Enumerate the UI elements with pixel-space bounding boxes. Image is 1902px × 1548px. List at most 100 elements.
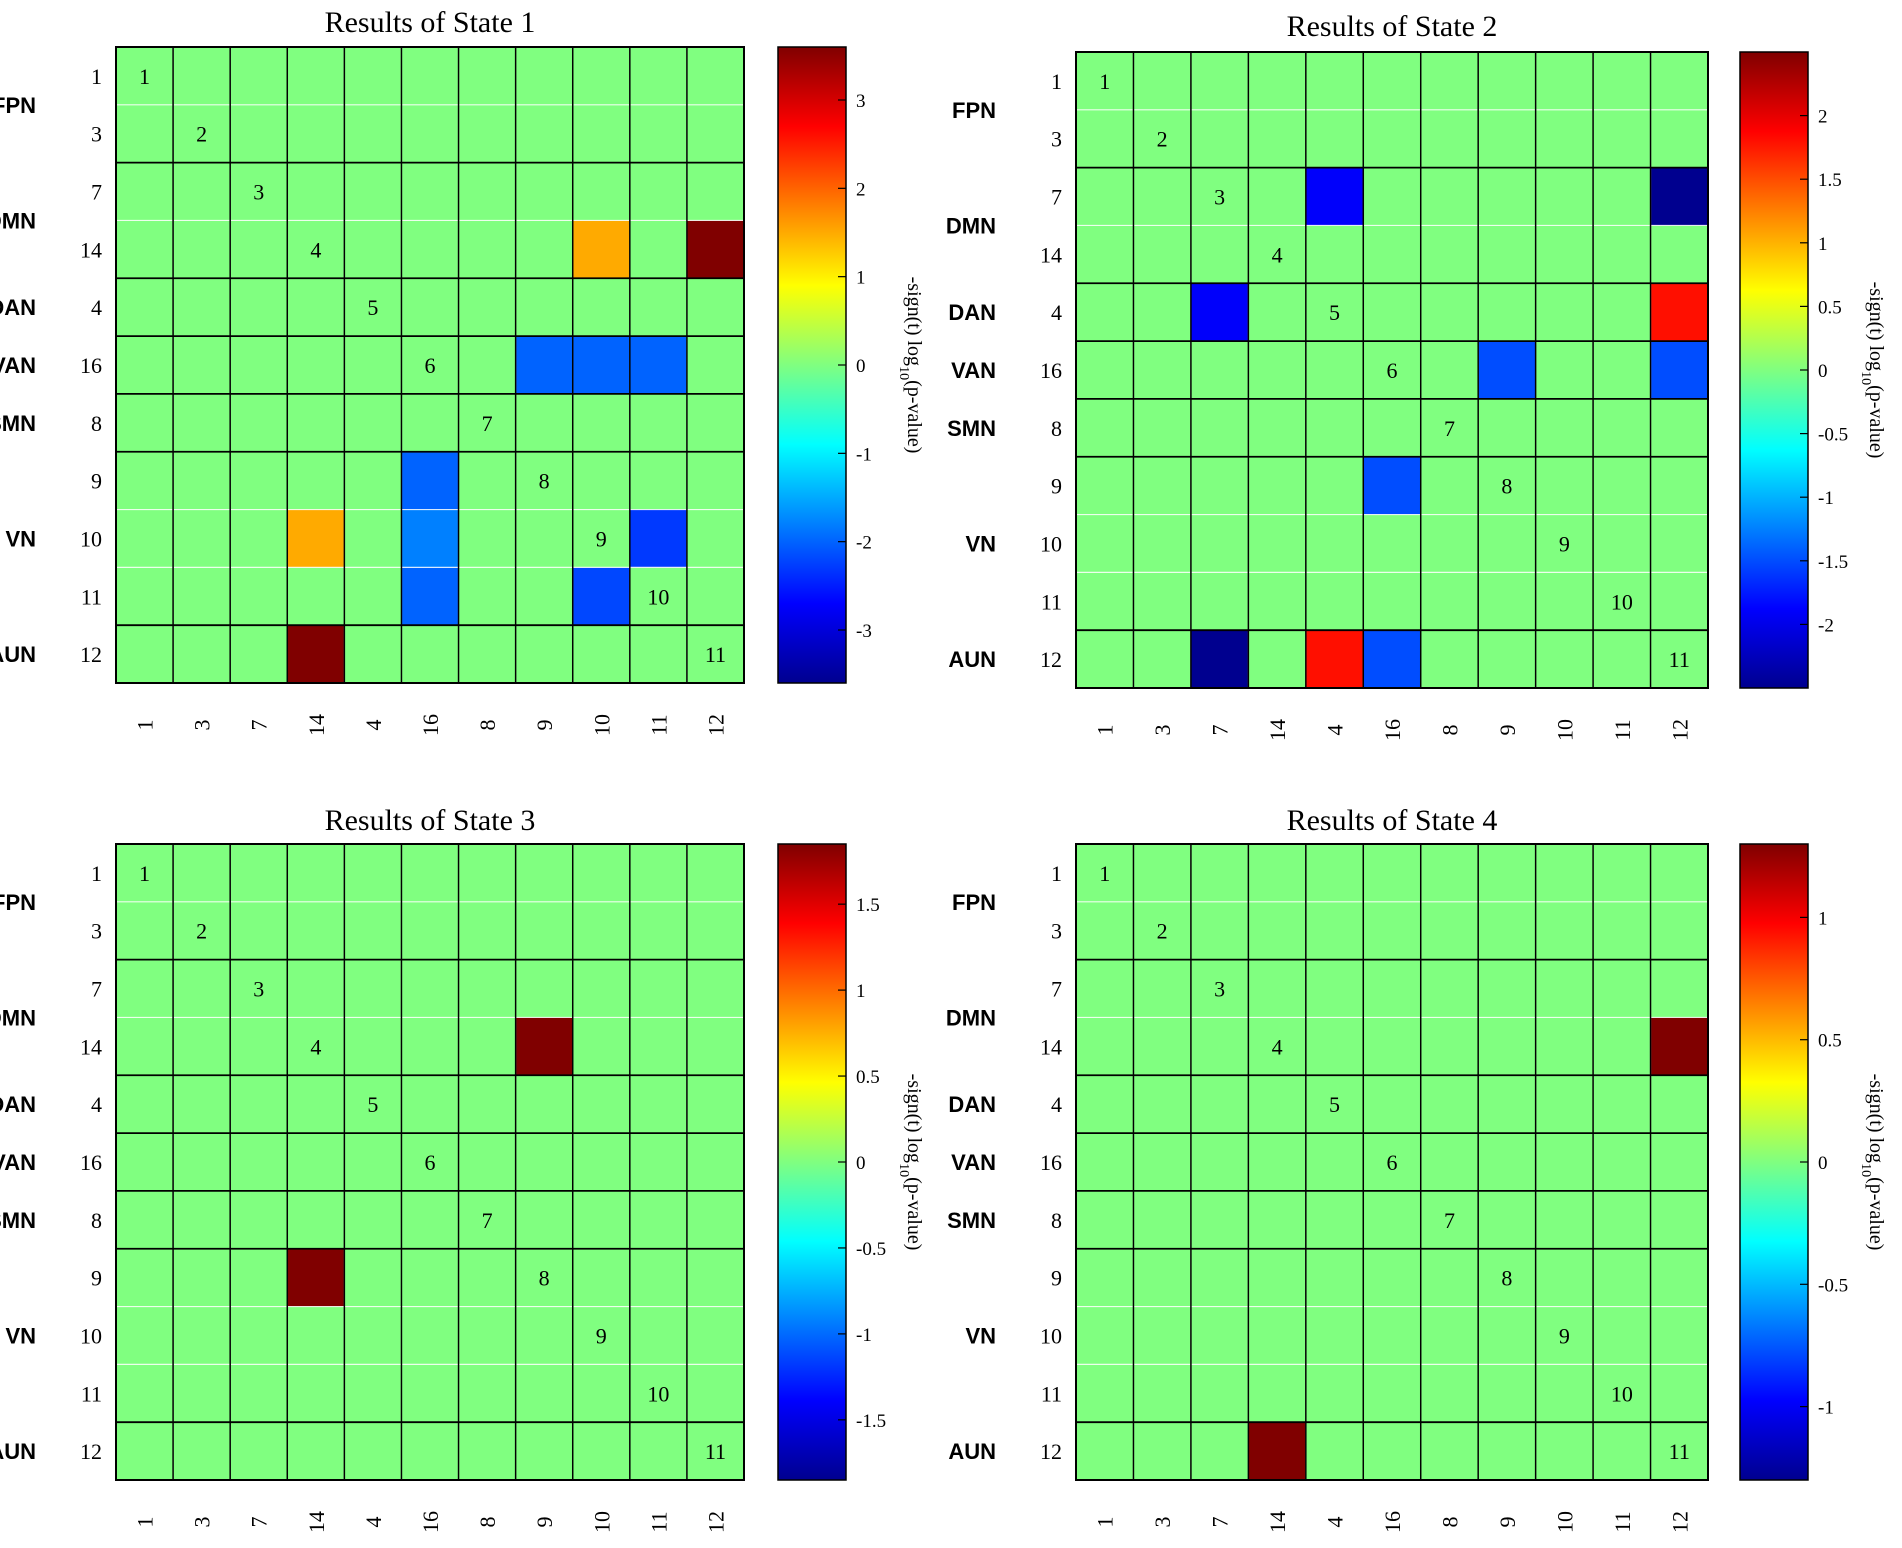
heatmap-cell-r5-c9 — [1593, 341, 1652, 400]
heatmap-cell-r4-c2 — [230, 1075, 288, 1134]
colorbar-tick-label: -0.5 — [1818, 1275, 1848, 1296]
heatmap-cell-r5-c1 — [1133, 1133, 1192, 1192]
heatmap-cell-r10-c2 — [230, 625, 288, 684]
heatmap-cell-r0-c5 — [1363, 844, 1422, 903]
heatmap-cell-r5-c5 — [1363, 341, 1422, 400]
heatmap-cell-r9-c5 — [1363, 572, 1422, 631]
heatmap-cell-r5-c4 — [344, 336, 402, 395]
row-tick-label: 1 — [91, 861, 102, 886]
column-tick-label: 10 — [1552, 719, 1577, 741]
diagonal-label: 8 — [1501, 474, 1512, 499]
heatmap-cell-r1-c6 — [458, 104, 517, 164]
heatmap-cell-r0-c10 — [686, 47, 745, 106]
heatmap-cell-r3-c8 — [572, 220, 631, 279]
heatmap-cell-r4-c6 — [458, 278, 517, 337]
heatmap-cell-r1-c2 — [230, 901, 288, 961]
heatmap-cell-r3-c9 — [1593, 225, 1652, 284]
heatmap-cell-r7-c6 — [1420, 1248, 1479, 1308]
heatmap-cell-r5-c2 — [1190, 1133, 1249, 1192]
heatmap-cell-r6-c10 — [686, 1190, 745, 1250]
column-tick-label: 8 — [1437, 1517, 1462, 1528]
heatmap-cell-r7-c4 — [1305, 456, 1364, 516]
heatmap-cells — [116, 844, 745, 1481]
colorbar-axis-label: -sign(t) log10(p-value) — [1859, 1074, 1888, 1251]
heatmap-cell-r7-c10 — [1650, 1248, 1709, 1308]
heatmap-cell-r9-c4 — [344, 567, 402, 626]
heatmap-cell-r3-c0 — [1076, 1017, 1134, 1076]
heatmap-cell-r5-c4 — [1305, 1133, 1364, 1192]
heatmap-cell-r3-c6 — [458, 220, 517, 279]
column-tick-label: 3 — [1150, 1517, 1175, 1528]
heatmap-cell-r4-c10 — [1650, 283, 1709, 342]
heatmap-cell-r3-c0 — [1076, 225, 1134, 284]
heatmap-cell-r9-c3 — [287, 567, 345, 626]
network-label: DMN — [0, 208, 36, 233]
heatmap-cell-r6-c9 — [629, 1190, 688, 1250]
heatmap-cell-r0-c0 — [116, 47, 174, 106]
heatmap-cell-r7-c8 — [572, 451, 631, 511]
heatmap-cell-r8-c3 — [287, 509, 345, 568]
colorbar-tick-label: -0.5 — [856, 1239, 886, 1260]
diagonal-label: 1 — [1099, 861, 1110, 886]
network-block-lines — [116, 844, 744, 1480]
row-tick-labels: 1 3 7 14 4 16 8 9 10 11 12 — [1040, 861, 1062, 1464]
colorbar-tick-label: 1 — [1818, 234, 1828, 255]
diagonal-labels: 1 2 3 4 5 6 7 8 9 10 11 — [1099, 861, 1690, 1464]
heatmap-cell-r8-c3 — [287, 1306, 345, 1365]
diagonal-label: 11 — [705, 642, 726, 667]
column-tick-label: 16 — [418, 1511, 443, 1533]
heatmap-cell-r10-c9 — [1593, 630, 1652, 689]
heatmap-cell-r0-c1 — [173, 844, 231, 903]
network-label: VAN — [0, 353, 36, 378]
heatmap-cell-r3-c9 — [629, 1017, 688, 1076]
network-label: DAN — [948, 300, 996, 325]
heatmap-cell-r1-c5 — [401, 104, 460, 164]
heatmap-cell-r1-c6 — [458, 901, 517, 961]
heatmap-cell-r9-c7 — [515, 1364, 574, 1423]
heatmap-cell-r6-c1 — [173, 1190, 231, 1250]
row-tick-label: 4 — [1051, 1092, 1062, 1117]
heatmap-cell-r4-c4 — [344, 278, 402, 337]
heatmap-cell-r7-c5 — [401, 1248, 460, 1308]
network-label: VN — [965, 531, 996, 556]
colorbar-axis-label: -sign(t) log10(p-value) — [897, 1074, 926, 1251]
row-tick-label: 12 — [80, 1439, 102, 1464]
heatmap-cell-r5-c10 — [1650, 341, 1709, 400]
heatmap-cell-r5-c10 — [686, 336, 745, 395]
heatmap-cell-r1-c9 — [1593, 109, 1652, 169]
heatmap-cell-r1-c7 — [515, 104, 574, 164]
heatmap-cell-r0-c0 — [1076, 52, 1134, 111]
heatmap-cell-r8-c2 — [1190, 1306, 1249, 1365]
heatmap-cell-r5-c8 — [1535, 1133, 1594, 1192]
diagonal-label: 10 — [1611, 589, 1633, 614]
colorbar-tick-label: 1.5 — [1818, 170, 1842, 191]
heatmap-cell-r2-c5 — [401, 959, 460, 1018]
row-tick-label: 4 — [1051, 300, 1062, 325]
heatmap-cell-r0-c1 — [1133, 52, 1192, 111]
row-tick-label: 8 — [91, 411, 102, 436]
heatmap-cell-r8-c1 — [1133, 514, 1192, 573]
colorbar-tick-label: 1 — [856, 981, 866, 1002]
column-tick-label: 8 — [475, 720, 500, 731]
diagonal-label: 3 — [1214, 185, 1225, 210]
heatmap-cell-r0-c4 — [344, 844, 402, 903]
heatmap-cell-r8-c6 — [1420, 1306, 1479, 1365]
heatmap-cell-r4-c5 — [1363, 283, 1422, 342]
diagonal-label: 8 — [539, 1266, 550, 1291]
heatmap-cell-r6-c1 — [1133, 1190, 1192, 1250]
heatmap-cell-r6-c2 — [1190, 1190, 1249, 1250]
diagonal-label: 5 — [1329, 300, 1340, 325]
heatmap-cell-r10-c1 — [1133, 630, 1192, 689]
heatmap-cell-r5-c10 — [1650, 1133, 1709, 1192]
heatmap-cell-r2-c5 — [1363, 959, 1422, 1018]
heatmap-cell-r3-c3 — [1248, 225, 1307, 284]
heatmap-cell-r5-c1 — [173, 1133, 231, 1192]
diagonal-label: 5 — [1329, 1092, 1340, 1117]
column-tick-label: 1 — [1093, 725, 1118, 736]
network-label: SMN — [0, 1208, 36, 1233]
heatmap-cell-r6-c2 — [230, 393, 288, 453]
heatmap-cell-r7-c8 — [1535, 1248, 1594, 1308]
heatmap-cell-r10-c8 — [1535, 1422, 1594, 1481]
column-tick-label: 3 — [190, 1517, 215, 1528]
heatmap-cell-r7-c2 — [230, 451, 288, 511]
